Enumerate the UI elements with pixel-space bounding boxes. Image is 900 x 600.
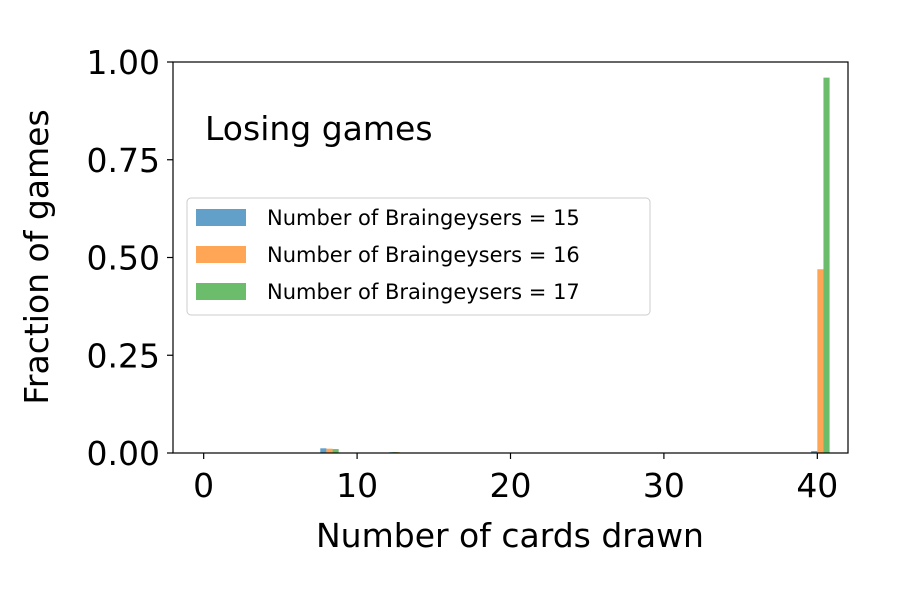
y-tick-label: 0.00 xyxy=(87,434,160,473)
x-tick-label: 30 xyxy=(643,466,685,505)
legend-label: Number of Braingeysers = 16 xyxy=(267,243,580,267)
bar-series-3-point-1 xyxy=(332,449,339,453)
legend-swatch xyxy=(196,246,246,263)
x-tick-label: 20 xyxy=(490,466,532,505)
legend-swatch xyxy=(196,209,246,226)
legend-frame xyxy=(186,197,651,316)
bar-series-2-point-1 xyxy=(326,448,333,453)
bar-series-3-point-3 xyxy=(823,77,830,453)
bar-series-1-point-3 xyxy=(811,451,818,453)
y-tick-label: 0.50 xyxy=(87,239,160,278)
legend-swatch xyxy=(196,283,246,300)
x-axis-label: Number of cards drawn xyxy=(316,516,704,555)
x-tick-label: 0 xyxy=(193,466,214,505)
x-tick-label: 40 xyxy=(796,466,838,505)
axis-ticks: 0 10 20 30 40 0.00 0.25 0.50 0.75 1.00 xyxy=(87,43,839,505)
x-tick-label: 10 xyxy=(336,466,378,505)
bar-series-1-point-1 xyxy=(320,448,327,453)
y-tick-label: 0.75 xyxy=(87,141,160,180)
y-axis-label: Fraction of games xyxy=(17,109,56,404)
chart-annotation: Losing games xyxy=(205,109,433,148)
y-tick-label: 0.25 xyxy=(87,336,160,375)
legend-label: Number of Braingeysers = 17 xyxy=(267,280,580,304)
y-tick-label: 1.00 xyxy=(87,43,160,82)
legend: Number of Braingeysers = 15 Number of Bra… xyxy=(186,197,651,316)
bar-series-2-point-3 xyxy=(817,269,824,453)
legend-label: Number of Braingeysers = 15 xyxy=(267,206,580,230)
